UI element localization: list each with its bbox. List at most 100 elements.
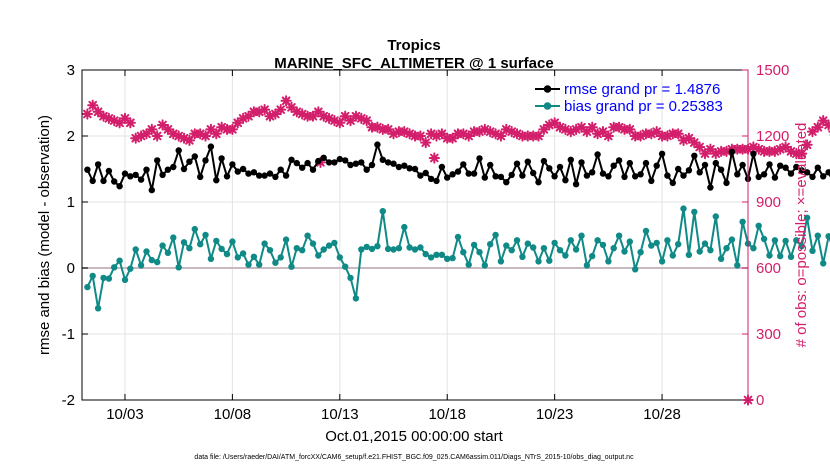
obs-point-108 bbox=[661, 130, 674, 142]
bias-point-116 bbox=[707, 247, 714, 254]
bias-point-106 bbox=[653, 239, 660, 247]
rmse-point-84 bbox=[535, 179, 542, 186]
x-tick-label-0: 10/03 bbox=[106, 406, 144, 423]
rmse-point-1 bbox=[89, 177, 96, 185]
obs-point-136 bbox=[812, 121, 824, 133]
rmse-point-44 bbox=[320, 154, 327, 161]
rmse-point-2 bbox=[94, 161, 102, 168]
bias-point-78 bbox=[503, 242, 510, 249]
rmse-point-16 bbox=[170, 163, 177, 171]
bias-point-99 bbox=[615, 232, 623, 239]
rmse-point-31 bbox=[250, 169, 258, 176]
bias-point-130 bbox=[782, 237, 789, 245]
bias-point-56 bbox=[384, 245, 392, 253]
y-right-tick-label-2: 600 bbox=[756, 260, 781, 277]
bias-point-91 bbox=[572, 246, 580, 253]
bias-point-62 bbox=[417, 244, 424, 251]
rmse-point-40 bbox=[299, 164, 306, 171]
bias-point-3 bbox=[100, 274, 107, 282]
bias-point-8 bbox=[127, 265, 134, 272]
bias-point-47 bbox=[336, 254, 343, 261]
rmse-point-41 bbox=[304, 159, 311, 167]
obs-point-125 bbox=[753, 143, 765, 155]
rmse-point-60 bbox=[406, 165, 413, 172]
obs-point-10 bbox=[135, 130, 147, 142]
obs-point-44 bbox=[318, 110, 330, 122]
obs-point-87 bbox=[549, 117, 561, 129]
bias-point-28 bbox=[234, 254, 241, 261]
obs-point-38 bbox=[285, 101, 298, 113]
obs-point-15 bbox=[162, 123, 174, 135]
bias-point-6 bbox=[116, 257, 123, 264]
bias-point-46 bbox=[331, 239, 338, 247]
bias-point-4 bbox=[105, 275, 113, 282]
obs-point-86 bbox=[543, 119, 555, 131]
rmse-point-91 bbox=[572, 181, 580, 188]
rmse-point-108 bbox=[664, 172, 671, 179]
rmse-point-112 bbox=[685, 167, 693, 174]
bias-point-138 bbox=[825, 233, 830, 240]
bias-point-70 bbox=[460, 249, 467, 256]
rmse-point-70 bbox=[460, 161, 467, 168]
bias-point-17 bbox=[175, 264, 182, 271]
obs-point-77 bbox=[495, 130, 507, 142]
rmse-point-81 bbox=[519, 172, 526, 179]
bias-point-92 bbox=[578, 232, 585, 239]
obs-point-9 bbox=[130, 132, 142, 144]
rmse-point-65 bbox=[433, 177, 440, 185]
bias-point-126 bbox=[760, 235, 768, 243]
bias-point-38 bbox=[288, 263, 295, 270]
bias-point-9 bbox=[132, 246, 139, 253]
obs-point-56 bbox=[382, 123, 394, 135]
rmse-point-49 bbox=[347, 161, 354, 169]
obs-point-94 bbox=[586, 121, 598, 133]
obs-point-48 bbox=[339, 110, 351, 122]
rmse-point-64 bbox=[427, 175, 435, 183]
bias-point-5 bbox=[111, 264, 118, 271]
bias-point-15 bbox=[164, 249, 172, 256]
bias-point-100 bbox=[621, 248, 628, 255]
bias-point-2 bbox=[94, 305, 102, 312]
obs-point-59 bbox=[398, 126, 410, 138]
rmse-point-17 bbox=[175, 147, 182, 154]
obs-point-50 bbox=[350, 110, 362, 122]
rmse-point-90 bbox=[567, 156, 574, 163]
bias-point-55 bbox=[379, 208, 386, 215]
obs-point-114 bbox=[694, 141, 706, 153]
rmse-point-106 bbox=[653, 162, 660, 169]
rmse-point-56 bbox=[384, 159, 392, 166]
obs-point-115 bbox=[699, 148, 711, 160]
bias-point-40 bbox=[299, 247, 306, 254]
rmse-point-30 bbox=[245, 170, 252, 177]
bias-point-31 bbox=[250, 253, 258, 260]
bias-point-23 bbox=[207, 255, 215, 262]
rmse-point-104 bbox=[642, 159, 650, 167]
bias-point-67 bbox=[444, 255, 451, 262]
obs-point-78 bbox=[500, 123, 512, 135]
rmse-point-119 bbox=[723, 179, 730, 187]
bias-point-37 bbox=[282, 236, 290, 243]
rmse-point-128 bbox=[771, 174, 779, 181]
bias-point-77 bbox=[497, 258, 505, 265]
rmse-point-62 bbox=[417, 172, 424, 179]
obs-point-39 bbox=[291, 106, 303, 118]
bias-point-10 bbox=[137, 262, 145, 269]
obs-point-23 bbox=[205, 123, 217, 135]
obs-point-110 bbox=[672, 128, 684, 140]
obs-point-90 bbox=[565, 126, 577, 138]
bias-point-24 bbox=[213, 237, 220, 245]
rmse-point-107 bbox=[658, 150, 666, 157]
bias-point-127 bbox=[766, 252, 773, 259]
bias-point-75 bbox=[487, 241, 494, 248]
obs-point-32 bbox=[253, 106, 265, 118]
rmse-point-127 bbox=[766, 161, 773, 168]
obs-point-64 bbox=[425, 128, 437, 140]
rmse-point-51 bbox=[358, 159, 365, 166]
bias-point-134 bbox=[803, 214, 811, 221]
rmse-point-134 bbox=[803, 169, 811, 176]
rmse-point-115 bbox=[701, 161, 709, 169]
bias-point-41 bbox=[304, 232, 311, 239]
rmse-point-118 bbox=[717, 166, 725, 173]
rmse-point-67 bbox=[444, 174, 451, 181]
bias-point-135 bbox=[809, 247, 816, 254]
